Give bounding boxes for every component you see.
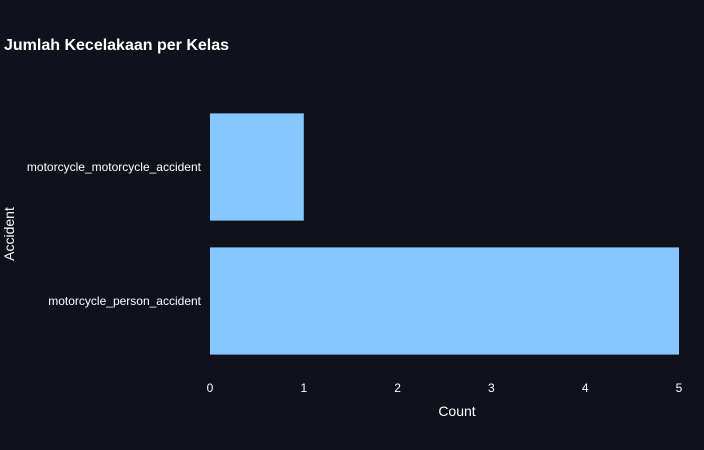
- y-tick-label: motorcycle_motorcycle_accident: [27, 160, 202, 174]
- x-tick-label: 4: [582, 381, 589, 395]
- y-axis-title: Accident: [1, 207, 17, 261]
- x-tick-label: 5: [676, 381, 683, 395]
- bars-group: [210, 113, 679, 355]
- x-tick-labels: 0 1 2 3 4 5: [207, 381, 683, 395]
- x-axis-title: Count: [438, 403, 475, 419]
- x-tick-label: 0: [207, 381, 214, 395]
- y-tick-labels: motorcycle_motorcycle_accident motorcycle…: [27, 160, 202, 308]
- x-tick-label: 2: [394, 381, 401, 395]
- y-tick-label: motorcycle_person_accident: [48, 294, 201, 308]
- x-tick-label: 1: [300, 381, 307, 395]
- bar-motorcycle_motorcycle_accident: [210, 113, 304, 221]
- chart-title: Jumlah Kecelakaan per Kelas: [4, 37, 229, 54]
- bar-motorcycle_person_accident: [210, 247, 679, 355]
- x-tick-label: 3: [488, 381, 495, 395]
